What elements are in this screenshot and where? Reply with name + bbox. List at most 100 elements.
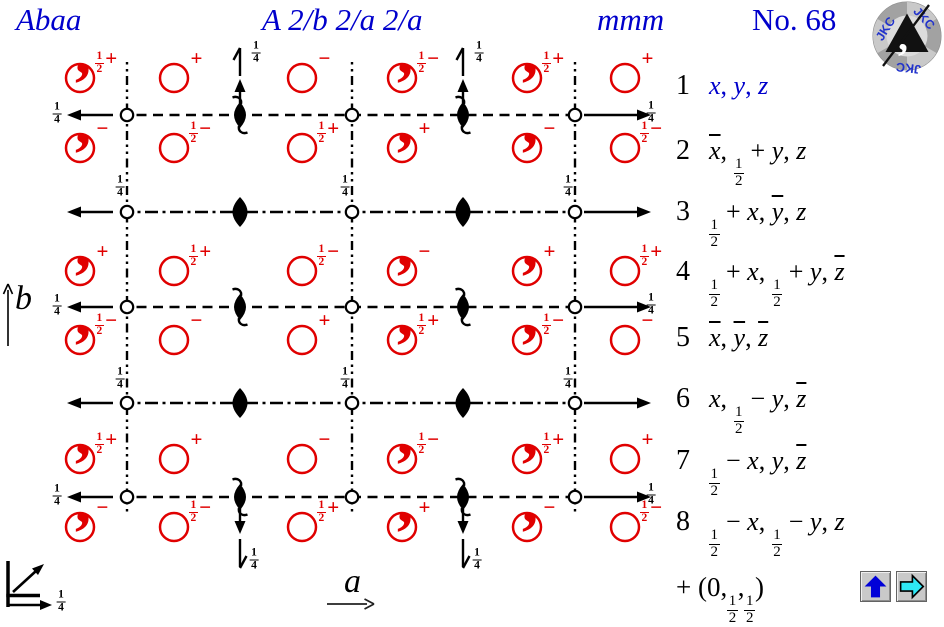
twofold-rotation-icon [455, 197, 471, 227]
position-coordinates: x, y, z [709, 71, 768, 100]
coordinate-text: − [719, 507, 748, 536]
comma-icon: , [397, 16, 413, 87]
a-axis-label: a [344, 563, 361, 600]
atom-height-label: 1 2− [542, 308, 565, 337]
atom-circle [609, 324, 641, 356]
coordinate-text: x [747, 257, 759, 286]
atom-circle [609, 443, 641, 475]
position-index: 7 [676, 445, 690, 476]
atom-comma-circle [511, 62, 543, 94]
coordinate-text: , [737, 572, 745, 602]
atom-height-label: 1 2− [95, 308, 118, 337]
atom-comma-circle [64, 132, 96, 164]
inversion-center-icon [344, 299, 360, 315]
atom-height-label: − [641, 308, 654, 332]
coordinate-text: z [796, 384, 807, 413]
twofold-rotation-icon [232, 388, 248, 418]
coordinate-text: , [758, 507, 772, 536]
coordinate-text: z [834, 507, 845, 536]
atom-height-label: 1 2− [417, 427, 440, 456]
coordinate-text: , [745, 323, 759, 352]
coordinate-text: y [733, 323, 746, 352]
atom-comma-circle [64, 511, 96, 543]
hermann-mauguin-short: Abaa [16, 2, 82, 37]
coordinate-text: − [782, 507, 810, 536]
coordinate-text: , [720, 384, 734, 413]
comma-icon: , [75, 86, 91, 157]
comma-icon: , [397, 86, 413, 157]
twofold-rotation-icon [457, 102, 469, 128]
atom-circle [158, 132, 190, 164]
twofold-axis-arrow-icon [67, 206, 81, 218]
atom-height-label: − [418, 239, 431, 263]
nav-up-button[interactable] [860, 571, 891, 602]
nav-next-button[interactable] [896, 571, 927, 602]
comma-icon: , [75, 209, 91, 280]
atom-height-label: + [190, 46, 203, 70]
atom-circle [158, 255, 190, 287]
inversion-center-icon [567, 489, 583, 505]
atom-comma-circle [511, 324, 543, 356]
atom-comma-circle [386, 324, 418, 356]
atom-height-label: − [318, 427, 331, 451]
twofold-axis-arrow-icon [67, 301, 81, 313]
inversion-center-icon [567, 204, 583, 220]
atom-circle [158, 62, 190, 94]
comma-icon: , [522, 465, 538, 536]
twofold-screw-icon [232, 287, 243, 297]
coordinate-text: , [758, 257, 772, 286]
atom-height-label: − [543, 495, 556, 519]
c-axis-arrow-head [32, 564, 44, 575]
twofold-axis-arrow-icon [637, 206, 651, 218]
atom-circle [158, 324, 190, 356]
atom-circle [286, 511, 318, 543]
atom-height-label: + [96, 239, 109, 263]
atom-height-label: + [190, 427, 203, 451]
coordinate-text: , [745, 71, 759, 100]
coordinate-text: x [747, 507, 759, 536]
comma-icon: , [75, 465, 91, 536]
symmetry-line [238, 555, 248, 569]
twofold-axis-arrow-icon [67, 109, 81, 121]
symmetry-line [7, 283, 14, 295]
coordinate-text: , [758, 446, 772, 475]
comma-icon: , [75, 16, 91, 87]
inversion-center-icon [119, 395, 135, 411]
atom-height-label: − [96, 495, 109, 519]
coordinate-text: − [719, 446, 748, 475]
atom-comma-circle [386, 62, 418, 94]
logo-comma-icon: , [898, 14, 908, 59]
atom-height-label: 1 2− [317, 239, 340, 268]
twofold-screw-icon [455, 287, 466, 297]
atom-height-label: 1 2 + [417, 308, 440, 337]
atom-height-label: 1 2 + [542, 427, 565, 456]
atom-height-label: + [318, 308, 331, 332]
atom-circle [609, 62, 641, 94]
twofold-screw-icon [455, 477, 466, 487]
atom-height-label: + [418, 116, 431, 140]
coordinate-text: x [709, 136, 721, 165]
